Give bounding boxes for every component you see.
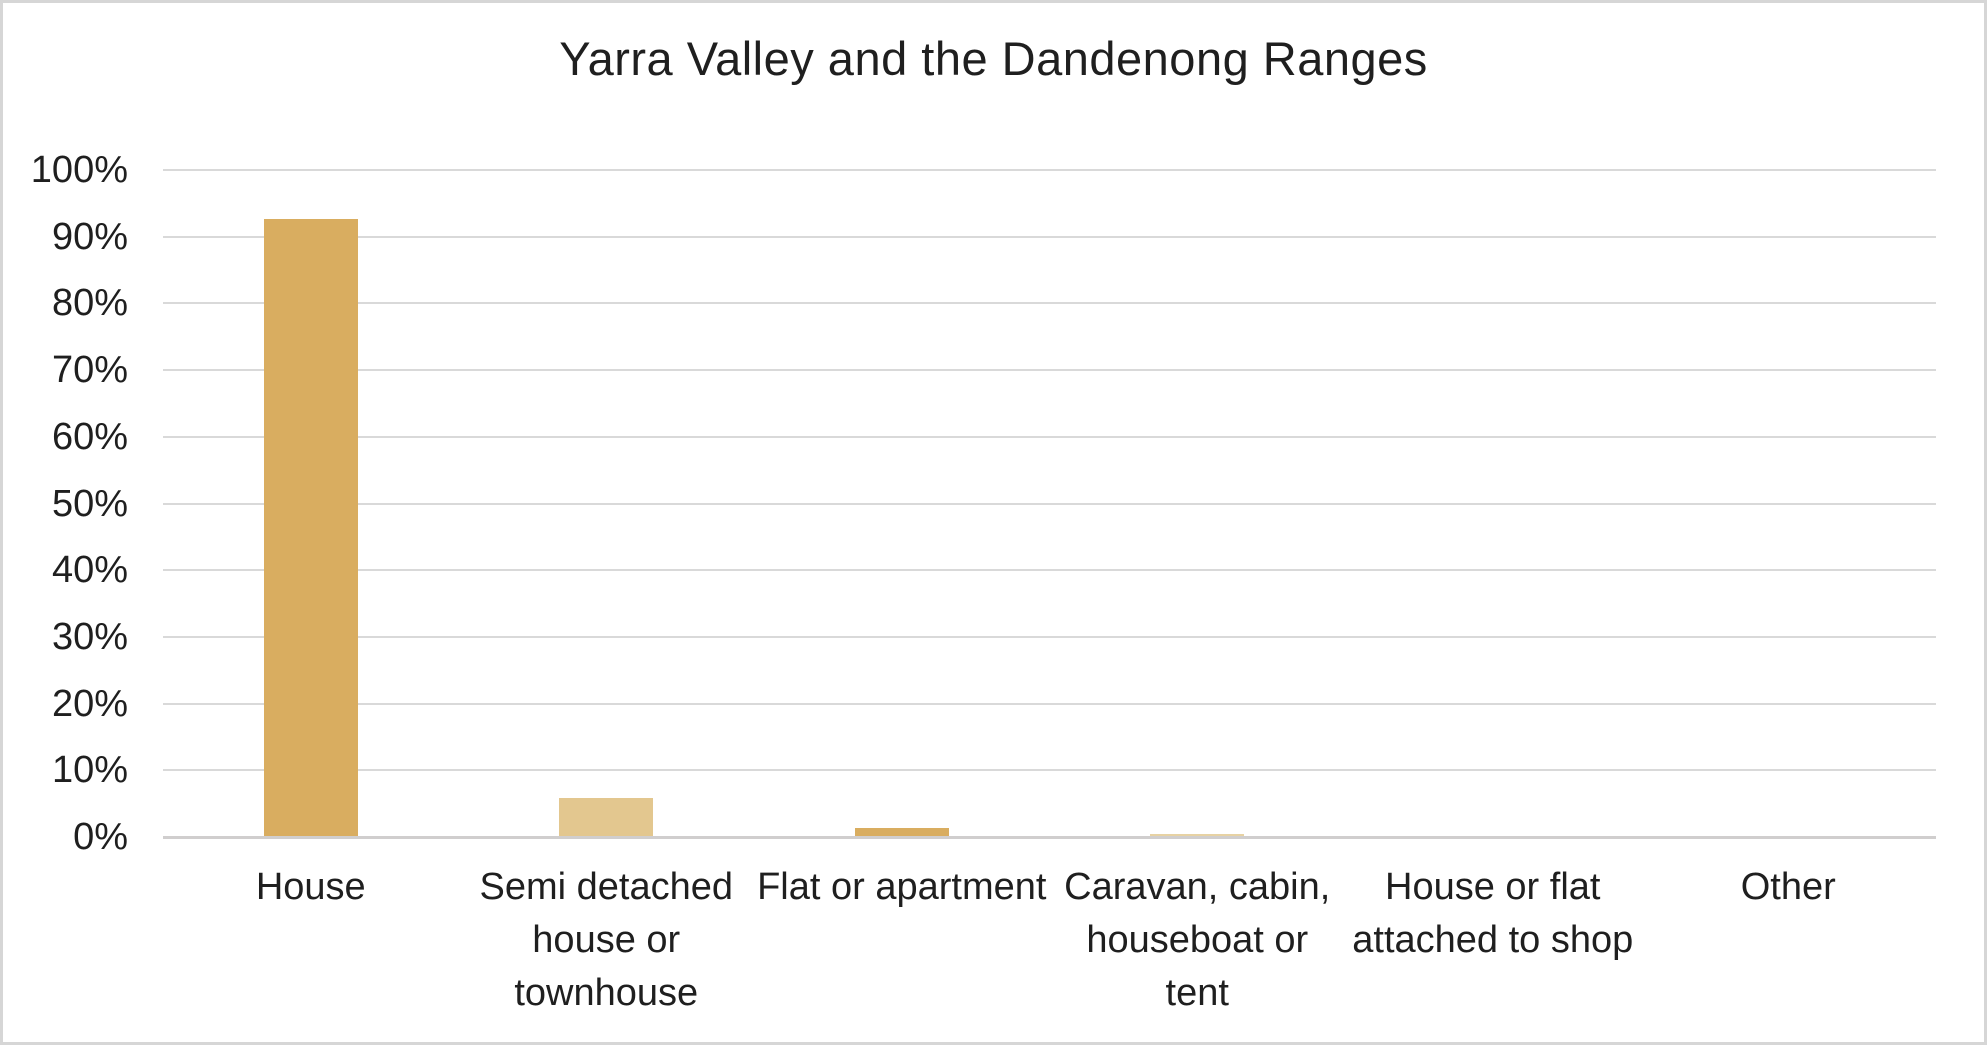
x-tick-label: Other — [1740, 866, 1836, 908]
bar — [559, 797, 654, 837]
x-axis: House Semi detached house or townhouse Fla… — [163, 861, 1936, 1031]
bar — [854, 828, 949, 837]
gridline — [163, 435, 1936, 438]
x-axis-line — [163, 836, 1936, 839]
y-tick-label: 60% — [51, 415, 128, 458]
y-tick-label: 10% — [51, 749, 128, 792]
x-tick-label: Flat or apartment — [757, 866, 1047, 908]
y-tick-label: 0% — [73, 816, 128, 858]
x-tick-label: Semi detached house or townhouse — [479, 866, 734, 1014]
gridline — [163, 502, 1936, 505]
plot-area — [163, 169, 1936, 839]
y-axis: 0% 10% 20% 30% 40% 50% 60% 70% 80% 90% 100% — [3, 149, 128, 858]
y-tick-label: 100% — [30, 149, 128, 191]
y-tick-label: 20% — [51, 682, 128, 725]
x-tick-label: House or flat attached to shop — [1352, 866, 1634, 961]
chart-title: Yarra Valley and the Dandenong Ranges — [559, 32, 1428, 85]
bar — [263, 219, 358, 837]
gridline — [163, 302, 1936, 305]
gridline — [163, 769, 1936, 772]
x-tick-label: Caravan, cabin, houseboat or tent — [1064, 866, 1331, 1014]
gridline — [163, 235, 1936, 238]
y-tick-label: 70% — [51, 349, 128, 392]
x-tick-label: House — [255, 866, 366, 908]
y-tick-label: 50% — [51, 482, 128, 525]
y-tick-label: 30% — [51, 615, 128, 658]
gridline — [163, 169, 1936, 171]
gridline — [163, 702, 1936, 705]
y-tick-label: 40% — [51, 549, 128, 592]
y-tick-label: 90% — [51, 215, 128, 258]
bar — [1150, 833, 1245, 837]
gridline — [163, 569, 1936, 572]
gridline — [163, 369, 1936, 372]
gridline — [163, 635, 1936, 638]
y-tick-label: 80% — [51, 282, 128, 325]
